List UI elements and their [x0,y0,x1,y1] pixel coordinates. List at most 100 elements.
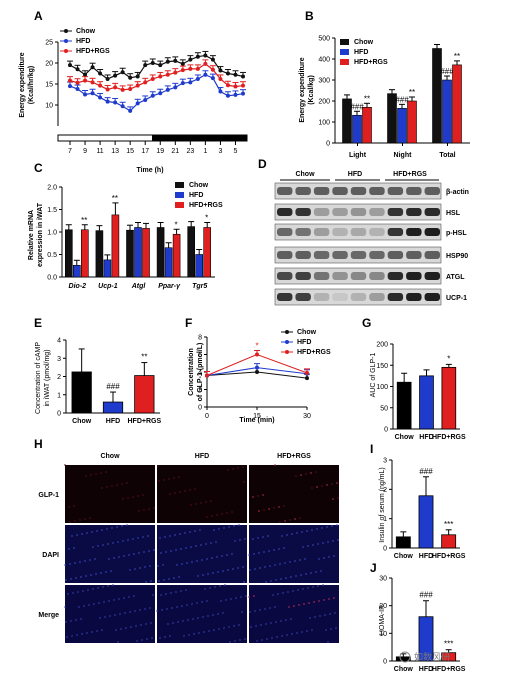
blot-band [387,272,404,280]
micro-signal-dot [312,586,314,588]
micro-signal-dot [81,633,83,635]
micro-signal-dot [301,531,303,533]
micro-signal-dot [90,574,92,576]
micro-signal-dot [273,507,275,509]
micro-signal-dot [274,564,276,566]
micro-signal-dot [321,485,323,487]
chart-a-point [83,92,88,97]
micro-signal-dot [315,471,317,473]
chart-f-point [305,376,309,381]
chart-c-bar [187,226,195,278]
micro-signal-dot [148,550,150,552]
chart-f-xtick-label: 30 [303,413,311,420]
micro-signal-dot [266,638,268,640]
micro-signal-dot [87,589,89,591]
micro-signal-dot [64,464,66,466]
micro-signal-dot [134,568,136,570]
micro-signal-dot [104,616,106,618]
micro-signal-dot [282,592,284,594]
micro-signal-dot [84,518,86,520]
micro-signal-dot [313,601,315,603]
micro-signal-dot [222,570,224,572]
micro-signal-dot [204,588,206,590]
blot-protein-label: HSL [446,210,461,217]
blot-band [277,251,293,259]
micro-signal-dot [189,531,191,533]
micro-signal-dot [205,543,207,545]
micro-signal-dot [114,614,116,616]
blot-group-labels: Chow HFD HFD+RGS [280,171,439,181]
micro-signal-dot [140,624,142,626]
micro-signal-dot [79,561,81,563]
micro-signal-dot [274,464,276,466]
chart-a-point [165,87,170,92]
chart-g-marks: * [396,354,457,430]
chart-i-significance: ### [419,467,433,476]
micro-signal-dot [211,557,213,559]
micro-signal-dot [206,516,208,518]
chart-e-bar [71,371,92,414]
micro-signal-dot [299,517,301,519]
micro-signal-dot [130,626,132,628]
micro-signal-dot [310,572,312,574]
blot-band [369,251,385,259]
chart-c-legend-swatch [175,202,184,208]
micro-signal-dot [253,595,255,597]
micro-signal-dot [299,559,301,561]
micro-signal-dot [117,541,119,543]
micro-signal-dot [73,505,75,507]
micro-signal-dot [296,632,298,634]
micro-signal-dot [259,567,261,569]
chart-a-point [241,83,245,88]
micro-signal-dot [265,581,267,583]
micro-signal-dot [122,498,124,500]
micro-signal-dot [137,537,139,539]
chart-a-point [165,59,170,64]
micro-signal-dot [163,579,165,581]
chart-c-ytick-label: 0.0 [47,275,57,282]
micro-signal-dot [207,573,209,575]
micro-signal-dot [89,517,91,519]
micro-signal-dot [256,640,258,642]
chart-a-point [195,54,200,59]
micro-signal-dot [221,555,223,557]
micro-column-label: HFD+RGS [277,453,311,460]
micro-signal-dot [333,597,335,599]
micro-signal-dot [132,496,134,498]
blot-band [277,272,293,280]
micro-signal-dot [316,486,318,488]
micro-signal-dot [311,487,313,489]
micro-signal-dot [271,637,273,639]
micro-signal-dot [228,526,230,528]
chart-a-legend: Chow HFD HFD+RGS [60,28,110,55]
micro-signal-dot [233,525,235,527]
chart-b-bar [352,114,362,144]
chart-b-legend-swatch [340,59,349,65]
micro-signal-dot [197,617,199,619]
micro-signal-dot [262,536,264,538]
chart-b-ylabel-2: (Kcal/kg) [308,75,315,105]
chart-f-legend-marker [285,340,289,344]
micro-signal-dot [249,611,251,613]
micro-signal-dot [200,544,202,546]
micro-signal-dot [233,625,235,627]
chart-a-point [75,80,80,85]
micro-signal-dot [285,577,287,579]
chart-f: Concentration of GLP-1 (pmol/L) Time (mi… [188,329,331,424]
micro-signal-dot [157,465,159,467]
micro-signal-dot [221,513,223,515]
chart-a-legend-marker [64,49,68,53]
chart-a-point [233,92,238,97]
blot-protein-label: β-actin [446,189,469,196]
micro-signal-dot [334,612,336,614]
micro-signal-dot [84,560,86,562]
micro-signal-dot [284,520,286,522]
micro-signal-dot [165,551,167,553]
micro-tile [157,525,247,583]
chart-b-category-label: Light [349,152,367,159]
micro-signal-dot [333,555,335,557]
micro-signal-dot [171,607,173,609]
micro-signal-dot [232,568,234,570]
micro-signal-dot [158,580,160,582]
micro-signal-dot [306,530,308,532]
